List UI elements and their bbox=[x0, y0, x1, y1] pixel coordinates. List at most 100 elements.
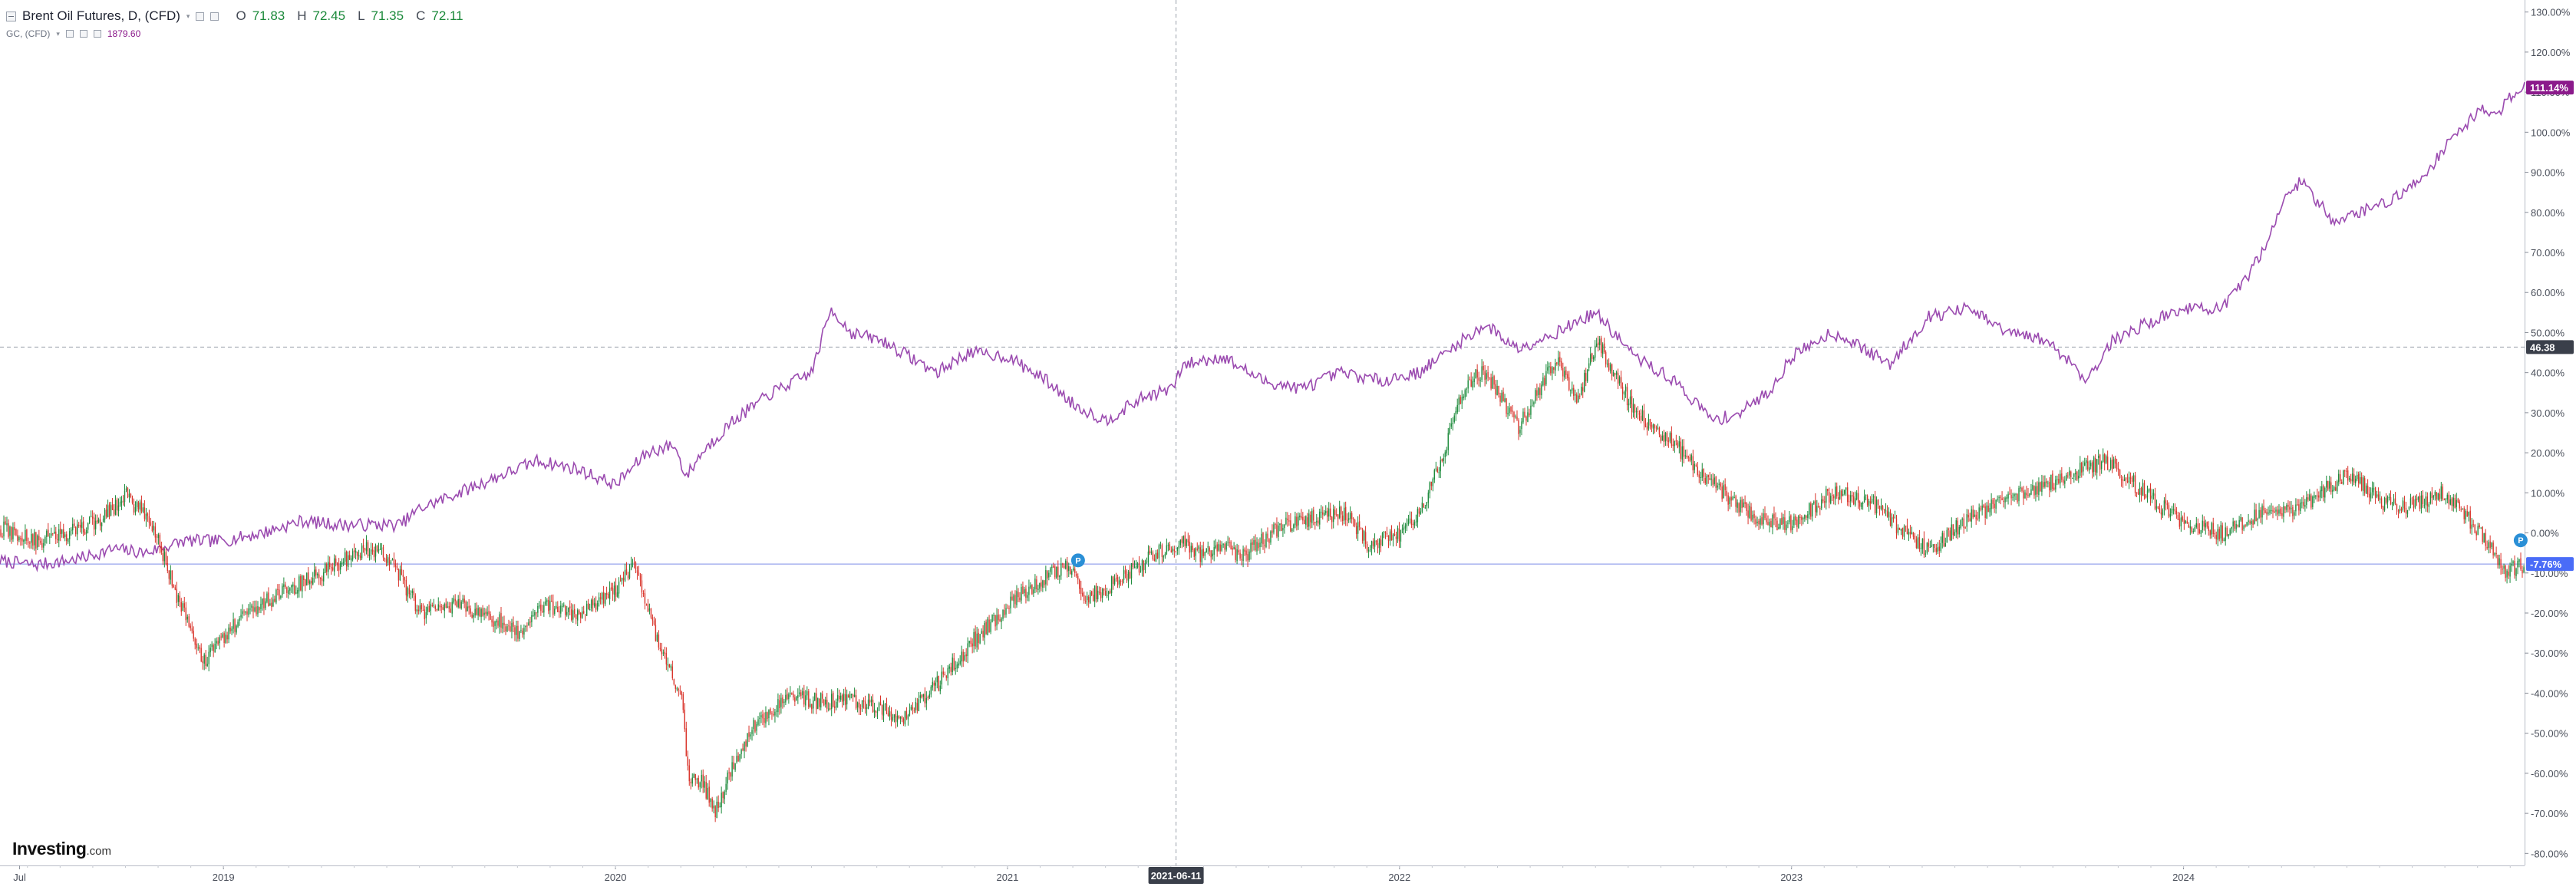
brent-candle-body[interactable] bbox=[1392, 534, 1394, 541]
brent-candle-body[interactable] bbox=[2023, 490, 2024, 499]
brent-candle-body[interactable] bbox=[1394, 534, 1396, 536]
brent-candle-body[interactable] bbox=[2093, 457, 2095, 472]
brent-candle-body[interactable] bbox=[1895, 518, 1898, 534]
brent-candle-body[interactable] bbox=[1707, 474, 1709, 478]
brent-candle-body[interactable] bbox=[1002, 609, 1004, 619]
brent-candle-body[interactable] bbox=[2419, 496, 2421, 509]
brent-candle-body[interactable] bbox=[1795, 516, 1796, 521]
brent-candle-body[interactable] bbox=[2202, 520, 2203, 530]
brent-candle-body[interactable] bbox=[1441, 459, 1443, 461]
brent-candle-body[interactable] bbox=[915, 702, 917, 710]
brent-candle-body[interactable] bbox=[480, 608, 482, 618]
brent-candle-body[interactable] bbox=[1641, 410, 1644, 420]
brent-candle-body[interactable] bbox=[2116, 463, 2118, 470]
brent-candle-body[interactable] bbox=[111, 504, 114, 510]
brent-candle-body[interactable] bbox=[382, 547, 384, 558]
brent-candle-body[interactable] bbox=[2237, 525, 2238, 526]
brent-candle-body[interactable] bbox=[1862, 503, 1864, 504]
brent-candle-body[interactable] bbox=[1296, 516, 1298, 527]
brent-candle-body[interactable] bbox=[2416, 498, 2418, 500]
brent-candle-body[interactable] bbox=[320, 578, 322, 579]
brent-candle-body[interactable] bbox=[222, 634, 223, 638]
brent-candle-body[interactable] bbox=[440, 606, 442, 608]
brent-candle-body[interactable] bbox=[557, 606, 559, 612]
brent-candle-body[interactable] bbox=[2090, 463, 2092, 466]
brent-candle-body[interactable] bbox=[1487, 371, 1489, 378]
compare-caret-icon[interactable]: ▾ bbox=[56, 29, 60, 38]
brent-candle-body[interactable] bbox=[782, 697, 783, 704]
brent-candle-body[interactable] bbox=[220, 636, 222, 638]
brent-candle-body[interactable] bbox=[1779, 519, 1781, 529]
brent-candle-body[interactable] bbox=[2304, 505, 2306, 507]
brent-candle-body[interactable] bbox=[2480, 527, 2482, 529]
brent-candle-body[interactable] bbox=[359, 555, 361, 559]
brent-candle-body[interactable] bbox=[1818, 506, 1819, 508]
brent-candle-body[interactable] bbox=[675, 685, 677, 689]
brent-candle-body[interactable] bbox=[1833, 496, 1835, 499]
brent-candle-body[interactable] bbox=[57, 539, 58, 540]
brent-candle-body[interactable] bbox=[1054, 566, 1056, 578]
brent-candle-body[interactable] bbox=[120, 500, 123, 503]
brent-candle-body[interactable] bbox=[896, 715, 899, 723]
brent-candle-body[interactable] bbox=[2280, 508, 2281, 514]
brent-candle-body[interactable] bbox=[910, 707, 912, 710]
brent-candle-body[interactable] bbox=[1588, 363, 1590, 368]
brent-candle-body[interactable] bbox=[1039, 583, 1041, 589]
brent-candle-body[interactable] bbox=[528, 622, 529, 626]
brent-candle-body[interactable] bbox=[814, 693, 816, 701]
brent-candle-body[interactable] bbox=[1430, 481, 1433, 486]
brent-candle-body[interactable] bbox=[722, 792, 724, 799]
brent-candle-body[interactable] bbox=[52, 533, 54, 535]
brent-candle-body[interactable] bbox=[1071, 571, 1073, 575]
brent-candle-body[interactable] bbox=[497, 620, 499, 626]
brent-candle-body[interactable] bbox=[925, 697, 928, 704]
brent-candle-body[interactable] bbox=[1256, 542, 1258, 552]
brent-candle-body[interactable] bbox=[427, 607, 429, 612]
brent-candle-body[interactable] bbox=[1724, 484, 1726, 490]
brent-candle-body[interactable] bbox=[2195, 522, 2197, 528]
brent-candle-body[interactable] bbox=[1516, 416, 1518, 420]
brent-candle-body[interactable] bbox=[551, 600, 552, 602]
brent-candle-body[interactable] bbox=[988, 619, 990, 632]
brent-candle-body[interactable] bbox=[751, 730, 753, 734]
brent-candle-body[interactable] bbox=[694, 773, 696, 780]
brent-candle-body[interactable] bbox=[1016, 591, 1018, 605]
brent-candle-body[interactable] bbox=[1110, 576, 1113, 594]
brent-candle-body[interactable] bbox=[2397, 509, 2400, 513]
brent-candle-body[interactable] bbox=[2159, 508, 2161, 513]
brent-candle-body[interactable] bbox=[188, 616, 190, 627]
brent-candle-body[interactable] bbox=[323, 572, 325, 582]
brent-candle-body[interactable] bbox=[1019, 597, 1021, 601]
brent-candle-body[interactable] bbox=[762, 714, 764, 719]
brent-candle-body[interactable] bbox=[1918, 537, 1921, 549]
brent-candle-body[interactable] bbox=[1479, 380, 1481, 381]
brent-candle-body[interactable] bbox=[356, 552, 358, 556]
brent-candle-body[interactable] bbox=[153, 526, 155, 531]
brent-candle-body[interactable] bbox=[2449, 499, 2451, 505]
brent-candle-body[interactable] bbox=[1085, 600, 1087, 602]
brent-candle-body[interactable] bbox=[2235, 524, 2237, 529]
brent-candle-body[interactable] bbox=[2169, 513, 2172, 517]
brent-candle-body[interactable] bbox=[1153, 559, 1156, 561]
brent-candle-body[interactable] bbox=[1816, 506, 1818, 513]
brent-candle-body[interactable] bbox=[105, 509, 107, 517]
brent-candle-body[interactable] bbox=[127, 487, 129, 498]
brent-candle-body[interactable] bbox=[511, 623, 513, 632]
brent-candle-body[interactable] bbox=[1836, 486, 1838, 496]
brent-candle-body[interactable] bbox=[87, 522, 89, 530]
brent-candle-body[interactable] bbox=[79, 524, 81, 528]
brent-candle-body[interactable] bbox=[1522, 411, 1524, 423]
brent-candle-body[interactable] bbox=[1460, 397, 1461, 404]
brent-candle-body[interactable] bbox=[2335, 487, 2337, 491]
brent-candle-body[interactable] bbox=[348, 555, 351, 560]
brent-candle-body[interactable] bbox=[1952, 524, 1954, 536]
brent-candle-body[interactable] bbox=[364, 548, 366, 551]
brent-candle-body[interactable] bbox=[1077, 575, 1079, 580]
brent-candle-body[interactable] bbox=[43, 542, 45, 548]
brent-candle-body[interactable] bbox=[935, 682, 936, 686]
brent-candle-body[interactable] bbox=[2341, 481, 2343, 484]
brent-candle-body[interactable] bbox=[1761, 517, 1763, 525]
brent-candle-body[interactable] bbox=[2182, 517, 2184, 521]
brent-candle-body[interactable] bbox=[1556, 362, 1558, 364]
brent-candle-body[interactable] bbox=[526, 625, 528, 627]
